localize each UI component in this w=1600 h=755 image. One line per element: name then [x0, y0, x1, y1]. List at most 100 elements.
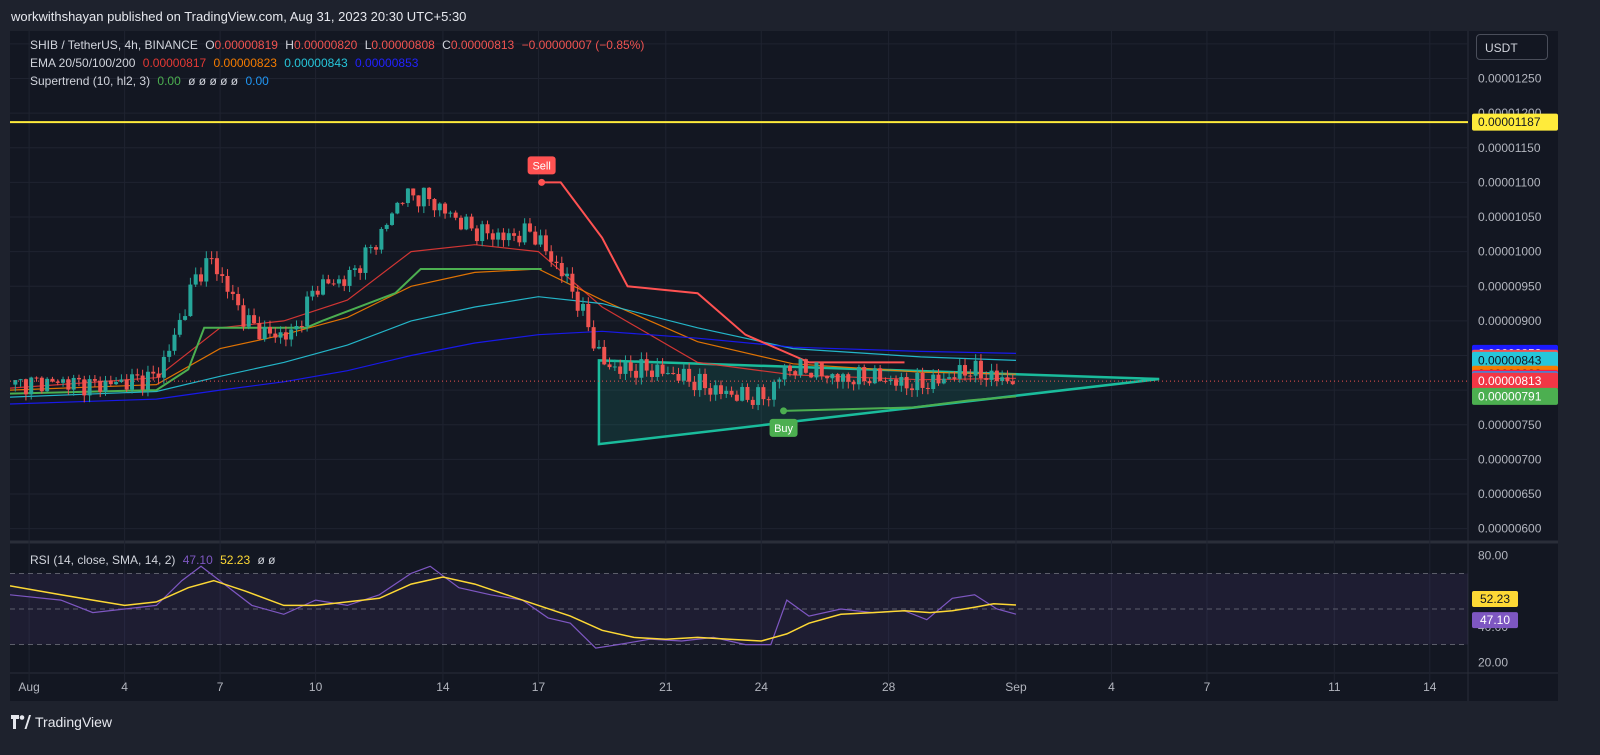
candle-body [878, 368, 883, 381]
candle-body [363, 247, 368, 273]
candle-body [793, 371, 798, 376]
candle-body [665, 372, 670, 374]
publisher-caption: workwithshayan published on TradingView.… [11, 9, 467, 24]
tradingview-logo[interactable]: TradingView [11, 712, 112, 732]
candle-body [358, 268, 363, 273]
candle-body [315, 290, 320, 295]
high-label: H [285, 38, 294, 52]
candle-body [612, 366, 617, 368]
ema-line-200 [10, 330, 1017, 405]
candle-body [803, 359, 808, 373]
candle-body [273, 333, 278, 338]
x-tick-label: 17 [532, 680, 546, 694]
y-tick-label: 0.00000900 [1478, 314, 1542, 328]
x-tick-label: Sep [1005, 680, 1027, 694]
y-tick-label: 0.00001100 [1478, 175, 1541, 189]
candle-body [538, 235, 543, 245]
candle-body [374, 247, 379, 250]
candle-body [835, 374, 840, 382]
candle-body [443, 203, 448, 214]
candle-body [825, 375, 830, 379]
candle-body [82, 379, 87, 396]
candle-body [963, 365, 968, 376]
candle-body [384, 224, 389, 229]
candle-body [283, 332, 288, 340]
candle-body [416, 195, 421, 207]
candle-body [517, 235, 522, 243]
candle-body [183, 316, 188, 320]
candle-body [114, 382, 119, 385]
candle-body [543, 235, 548, 252]
x-tick-label: Aug [18, 680, 39, 694]
candle-body [947, 377, 952, 379]
candle-body [713, 385, 718, 395]
chart-panel[interactable]: 0.000013000.000012500.000012000.00001150… [10, 31, 1558, 701]
candle-body [989, 370, 994, 380]
candle-body [204, 258, 209, 282]
candle-body [336, 279, 341, 284]
candle-body [575, 291, 580, 311]
rsi-value-label-bg [1472, 591, 1518, 608]
candle-body [602, 346, 607, 365]
candle-body [305, 296, 310, 327]
candle-body [1000, 377, 1005, 382]
candle-body [50, 378, 55, 382]
price-label-resistance [1472, 113, 1558, 131]
open-value: 0.00000819 [214, 38, 278, 52]
candle-body [527, 223, 532, 232]
open-label: O [205, 38, 215, 52]
supertrend-legend: Supertrend (10, hl2, 3) 0.00 ø ø ø ø ø 0… [30, 73, 273, 89]
candle-body [894, 379, 899, 386]
candle-body [437, 203, 442, 211]
price-label-text-st_up: 0.00000791 [1478, 389, 1542, 403]
candle-body [246, 315, 251, 327]
x-tick-label: 24 [755, 680, 769, 694]
candle-body [708, 388, 713, 395]
supertrend-na-values: ø ø ø ø ø [188, 74, 239, 88]
rsi-y-tick-label: 20.00 [1478, 655, 1508, 669]
candle-body [888, 379, 893, 382]
candle-body [819, 362, 824, 376]
low-label: L [364, 38, 372, 52]
candle-body [405, 188, 410, 204]
x-tick-label: 14 [436, 680, 450, 694]
candle-body [559, 262, 564, 277]
candle-body [554, 261, 559, 263]
rsi-y-tick-label: 80.00 [1478, 549, 1508, 563]
candle-body [352, 268, 357, 270]
candle-body [782, 365, 787, 380]
supertrend-line-up [10, 268, 542, 395]
rsi-value-label: 47.10 [1480, 613, 1510, 627]
candle-body [920, 372, 925, 388]
candle-body [745, 386, 750, 400]
candle-body [618, 366, 623, 374]
candle-body [660, 364, 665, 374]
buy-signal-badge [769, 418, 798, 437]
price-label-ema100 [1472, 351, 1558, 369]
y-tick-label: 0.00001250 [1478, 72, 1542, 86]
y-tick-label: 0.00001050 [1478, 210, 1542, 224]
candle-body [798, 359, 803, 376]
y-tick-label: 0.00000950 [1478, 279, 1542, 293]
candle-body [649, 370, 654, 377]
candle-body [294, 326, 299, 330]
candle-body [570, 273, 575, 292]
candle-body [904, 376, 909, 389]
currency-button[interactable]: USDT [1476, 34, 1548, 60]
candle-body [634, 370, 639, 378]
candle-body [777, 379, 782, 382]
candle-body [655, 364, 660, 377]
candle-body [421, 187, 426, 207]
candle-body [326, 279, 331, 284]
x-tick-label: 7 [1204, 680, 1211, 694]
chart-canvas[interactable]: 0.000013000.000012500.000012000.00001150… [10, 31, 1558, 701]
candle-body [474, 228, 479, 242]
candle-body [994, 370, 999, 382]
candle-body [188, 284, 193, 317]
candle-body [549, 251, 554, 262]
candle-body [23, 379, 28, 395]
candle-body [718, 385, 723, 394]
candle-body [814, 362, 819, 378]
candle-body [321, 279, 326, 295]
candle-body [596, 346, 601, 349]
